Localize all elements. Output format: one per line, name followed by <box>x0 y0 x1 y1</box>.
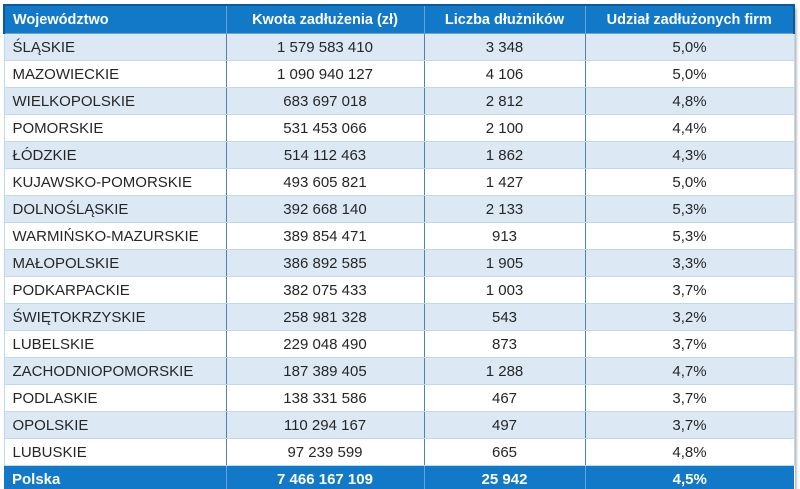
voivodeship-cell: PODLASKIE <box>3 384 227 412</box>
debt-amount-cell: 389 854 471 <box>226 222 425 250</box>
voivodeship-cell: WARMIŃSKO-MAZURSKIE <box>3 222 227 250</box>
debtor-count-cell: 1 003 <box>424 276 586 304</box>
voivodeship-cell: LUBUSKIE <box>3 438 227 466</box>
table-row: ZACHODNIOPOMORSKIE 187 389 405 1 288 4,7% <box>3 357 795 385</box>
table-row: KUJAWSKO-POMORSKIE 493 605 821 1 427 5,0% <box>3 168 795 196</box>
debt-amount-cell: 97 239 599 <box>226 438 425 466</box>
voivodeship-cell: DOLNOŚLĄSKIE <box>3 195 227 223</box>
indebted-share-cell: 5,3% <box>585 195 795 223</box>
voivodeship-cell: ŁÓDZKIE <box>3 141 227 169</box>
footer-row-polska: Polska 7 466 167 109 25 942 4,5% <box>4 465 794 489</box>
indebted-share-cell: 4,3% <box>585 141 795 169</box>
debt-amount-cell: 683 697 018 <box>226 87 425 115</box>
debt-amount-cell: 514 112 463 <box>226 141 425 169</box>
debtor-count-cell: 873 <box>424 330 586 358</box>
voivodeship-cell: MAZOWIECKIE <box>3 60 227 88</box>
column-header-debtor-count: Liczba dłużników <box>424 4 586 34</box>
table-row: LUBELSKIE 229 048 490 873 3,7% <box>3 330 795 358</box>
voivodeship-cell: KUJAWSKO-POMORSKIE <box>3 168 227 196</box>
debtor-count-cell: 543 <box>424 303 586 331</box>
debt-amount-cell: 386 892 585 <box>226 249 425 277</box>
debtor-count-cell: 1 862 <box>424 141 586 169</box>
debtor-count-cell: 4 106 <box>424 60 586 88</box>
footer-debt-amount: 7 466 167 109 <box>226 465 425 489</box>
debt-amount-cell: 229 048 490 <box>226 330 425 358</box>
table-row: OPOLSKIE 110 294 167 497 3,7% <box>3 411 795 439</box>
indebted-share-cell: 4,4% <box>585 114 795 142</box>
table-row: DOLNOŚLĄSKIE 392 668 140 2 133 5,3% <box>3 195 795 223</box>
debtor-count-cell: 665 <box>424 438 586 466</box>
debt-amount-cell: 1 090 940 127 <box>226 60 425 88</box>
footer-debtor-count: 25 942 <box>424 465 586 489</box>
debt-amount-cell: 138 331 586 <box>226 384 425 412</box>
debtor-count-cell: 2 133 <box>424 195 586 223</box>
indebted-share-cell: 3,7% <box>585 384 795 412</box>
voivodeship-debt-table: Województwo Kwota zadłużenia (zł) Liczba… <box>3 4 795 489</box>
voivodeship-cell: ŚLĄSKIE <box>3 33 227 61</box>
voivodeship-cell: POMORSKIE <box>3 114 227 142</box>
indebted-share-cell: 3,7% <box>585 276 795 304</box>
debtor-count-cell: 2 100 <box>424 114 586 142</box>
voivodeship-cell: PODKARPACKIE <box>3 276 227 304</box>
debt-amount-cell: 493 605 821 <box>226 168 425 196</box>
table-footer: Polska 7 466 167 109 25 942 4,5% <box>4 465 794 489</box>
debt-amount-cell: 110 294 167 <box>226 411 425 439</box>
debtor-count-cell: 467 <box>424 384 586 412</box>
debt-amount-cell: 1 579 583 410 <box>226 33 425 61</box>
table-row: WARMIŃSKO-MAZURSKIE 389 854 471 913 5,3% <box>3 222 795 250</box>
indebted-share-cell: 5,3% <box>585 222 795 250</box>
indebted-share-cell: 3,7% <box>585 330 795 358</box>
debtor-count-cell: 497 <box>424 411 586 439</box>
indebted-share-cell: 3,7% <box>585 411 795 439</box>
indebted-share-cell: 5,0% <box>585 60 795 88</box>
debtor-count-cell: 1 427 <box>424 168 586 196</box>
header-row: Województwo Kwota zadłużenia (zł) Liczba… <box>3 4 795 34</box>
table-row: ŁÓDZKIE 514 112 463 1 862 4,3% <box>3 141 795 169</box>
debtor-count-cell: 3 348 <box>424 33 586 61</box>
table-row: POMORSKIE 531 453 066 2 100 4,4% <box>3 114 795 142</box>
indebted-share-cell: 4,7% <box>585 357 795 385</box>
voivodeship-cell: MAŁOPOLSKIE <box>3 249 227 277</box>
debt-amount-cell: 382 075 433 <box>226 276 425 304</box>
debtor-count-cell: 2 812 <box>424 87 586 115</box>
indebted-share-cell: 4,8% <box>585 438 795 466</box>
indebted-share-cell: 3,3% <box>585 249 795 277</box>
table-body: ŚLĄSKIE 1 579 583 410 3 348 5,0% MAZOWIECKIE… <box>3 33 795 466</box>
column-header-indebted-share: Udział zadłużonych firm <box>585 4 795 34</box>
table-row: PODKARPACKIE 382 075 433 1 003 3,7% <box>3 276 795 304</box>
voivodeship-cell: ZACHODNIOPOMORSKIE <box>3 357 227 385</box>
column-header-voivodeship: Województwo <box>3 4 227 34</box>
debt-amount-cell: 392 668 140 <box>226 195 425 223</box>
debt-amount-cell: 258 981 328 <box>226 303 425 331</box>
debt-amount-cell: 187 389 405 <box>226 357 425 385</box>
voivodeship-cell: WIELKOPOLSKIE <box>3 87 227 115</box>
table-row: LUBUSKIE 97 239 599 665 4,8% <box>3 438 795 466</box>
table-row: PODLASKIE 138 331 586 467 3,7% <box>3 384 795 412</box>
table-row: MAZOWIECKIE 1 090 940 127 4 106 5,0% <box>3 60 795 88</box>
table-row: ŚWIĘTOKRZYSKIE 258 981 328 543 3,2% <box>3 303 795 331</box>
indebted-share-cell: 5,0% <box>585 33 795 61</box>
table-header: Województwo Kwota zadłużenia (zł) Liczba… <box>3 4 795 34</box>
indebted-share-cell: 5,0% <box>585 168 795 196</box>
footer-indebted-share: 4,5% <box>585 465 794 489</box>
table-row: MAŁOPOLSKIE 386 892 585 1 905 3,3% <box>3 249 795 277</box>
table-row: ŚLĄSKIE 1 579 583 410 3 348 5,0% <box>3 33 795 61</box>
debtor-count-cell: 913 <box>424 222 586 250</box>
debtor-count-cell: 1 905 <box>424 249 586 277</box>
voivodeship-cell: ŚWIĘTOKRZYSKIE <box>3 303 227 331</box>
column-header-debt-amount: Kwota zadłużenia (zł) <box>226 4 425 34</box>
indebted-share-cell: 3,2% <box>585 303 795 331</box>
debtor-count-cell: 1 288 <box>424 357 586 385</box>
voivodeship-cell: OPOLSKIE <box>3 411 227 439</box>
voivodeship-cell: LUBELSKIE <box>3 330 227 358</box>
footer-label: Polska <box>4 465 227 489</box>
table-row: WIELKOPOLSKIE 683 697 018 2 812 4,8% <box>3 87 795 115</box>
indebted-share-cell: 4,8% <box>585 87 795 115</box>
debt-amount-cell: 531 453 066 <box>226 114 425 142</box>
